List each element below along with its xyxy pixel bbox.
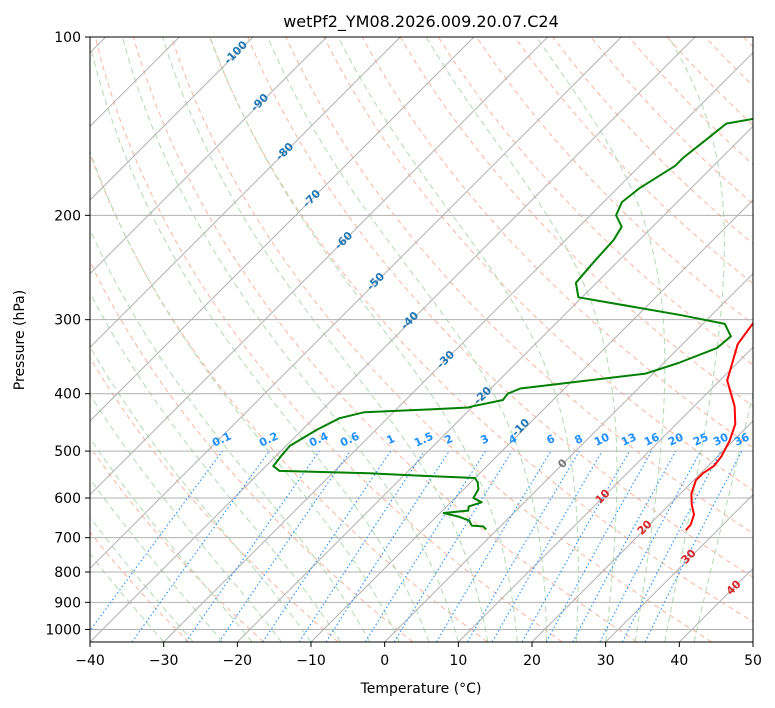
x-axis-label: Temperature (°C) bbox=[360, 681, 482, 697]
x-tick-label: 40 bbox=[670, 653, 688, 669]
mixing-ratio-line bbox=[262, 450, 392, 642]
y-tick-label: 800 bbox=[54, 565, 81, 581]
moist-adiabat bbox=[90, 516, 194, 642]
plot-area bbox=[90, 37, 753, 642]
moist-adiabat bbox=[90, 393, 282, 642]
dewpoint-profile-line bbox=[272, 117, 753, 531]
x-tick-label: −10 bbox=[296, 653, 326, 669]
moist-adiabat bbox=[90, 42, 430, 642]
dry-adiabat bbox=[132, 37, 638, 642]
moist-adiabat bbox=[90, 150, 400, 642]
y-tick-label: 300 bbox=[54, 313, 81, 329]
dry-adiabat bbox=[209, 37, 753, 623]
isotherm-line bbox=[90, 37, 328, 275]
isotherm-line bbox=[163, 51, 753, 642]
dry-adiabat bbox=[90, 531, 190, 642]
sounding-curves bbox=[272, 117, 753, 531]
y-tick-label: 600 bbox=[54, 491, 81, 507]
y-tick-label: 900 bbox=[54, 595, 81, 611]
mixing-ratio-label: 25 bbox=[691, 430, 710, 448]
temperature-profile-line bbox=[685, 321, 753, 531]
mixing-ratio-line bbox=[644, 450, 743, 642]
mixing-ratio-label: 36 bbox=[732, 430, 752, 448]
isotherm-line bbox=[90, 37, 254, 201]
y-axis-label: Pressure (hPa) bbox=[12, 290, 28, 390]
isotherm-line bbox=[310, 199, 753, 642]
y-tick-label: 1000 bbox=[45, 622, 81, 638]
isotherm-line bbox=[457, 346, 753, 642]
moist-adiabat bbox=[162, 37, 489, 642]
isotherm-line bbox=[236, 125, 753, 642]
axis-ticks: −40 −30 −20 −10 0 10 20 30 40 50 100 200 300 400 500 60… bbox=[45, 30, 762, 669]
mixing-ratio-line bbox=[90, 450, 223, 632]
mixing-ratio-label: 20 bbox=[666, 430, 686, 448]
x-tick-label: −30 bbox=[149, 653, 179, 669]
y-tick-label: 700 bbox=[54, 531, 81, 547]
moist-adiabat bbox=[664, 37, 725, 642]
moist-adiabat bbox=[267, 37, 548, 642]
isotherm-line bbox=[531, 420, 753, 642]
x-tick-label: 10 bbox=[449, 653, 467, 669]
y-tick-label: 400 bbox=[54, 387, 81, 403]
plot-frame bbox=[89, 36, 754, 643]
x-tick-label: 20 bbox=[523, 653, 541, 669]
moist-adiabat bbox=[693, 392, 753, 642]
moist-adiabat bbox=[536, 37, 666, 642]
isotherm-line bbox=[90, 37, 475, 422]
chart-title: wetPf2_YM08.2026.009.20.07.C24 bbox=[283, 12, 559, 32]
isotherm-line bbox=[90, 37, 549, 496]
isotherm-line bbox=[384, 272, 753, 642]
x-tick-label: 0 bbox=[380, 653, 389, 669]
y-tick-label: 200 bbox=[54, 208, 81, 224]
mixing-ratio-line bbox=[325, 450, 450, 642]
y-tick-label: 500 bbox=[54, 444, 81, 460]
dry-adiabat bbox=[437, 37, 753, 366]
y-tick-label: 100 bbox=[54, 30, 81, 46]
dry-adiabat bbox=[94, 37, 563, 642]
moist-adiabat bbox=[90, 291, 341, 642]
mixing-ratio-line bbox=[521, 450, 630, 642]
mixing-ratio-label: 30 bbox=[711, 430, 731, 448]
moist-adiabat bbox=[121, 37, 459, 642]
moist-adiabat bbox=[90, 478, 223, 642]
mixing-ratio-line bbox=[393, 450, 513, 642]
dry-adiabat bbox=[285, 37, 753, 535]
moist-adiabat bbox=[90, 437, 253, 642]
isotherm-line bbox=[605, 493, 753, 642]
x-tick-label: −20 bbox=[223, 653, 253, 669]
mixing-ratio-line bbox=[572, 450, 677, 642]
mixing-ratio-line bbox=[131, 450, 270, 642]
isotherm-line bbox=[90, 37, 401, 349]
x-tick-label: 30 bbox=[597, 653, 615, 669]
dry-adiabat bbox=[247, 37, 753, 578]
mixing-ratio-line bbox=[545, 450, 653, 642]
mixing-ratio-line bbox=[218, 450, 351, 642]
dry-adiabat bbox=[323, 37, 753, 491]
mixing-ratio-label: 10 bbox=[592, 430, 612, 448]
isotherm-line bbox=[90, 37, 622, 570]
x-tick-label: −40 bbox=[75, 653, 105, 669]
dry-adiabat bbox=[90, 260, 414, 642]
x-tick-label: 50 bbox=[744, 653, 762, 669]
mixing-ratio-label: 13 bbox=[619, 430, 638, 448]
moist-adiabat bbox=[425, 37, 618, 642]
dry-adiabat bbox=[399, 37, 753, 407]
isotherm-line bbox=[90, 37, 696, 642]
mixing-ratio-line bbox=[185, 450, 320, 642]
moist-adiabat bbox=[90, 228, 371, 642]
moist-adiabat bbox=[209, 37, 518, 642]
moist-adiabat bbox=[337, 37, 579, 642]
background-lines bbox=[90, 37, 753, 642]
mixing-ratio-line bbox=[298, 450, 425, 642]
dry-adiabat bbox=[90, 356, 339, 642]
mixing-ratio-label: 16 bbox=[642, 430, 662, 448]
